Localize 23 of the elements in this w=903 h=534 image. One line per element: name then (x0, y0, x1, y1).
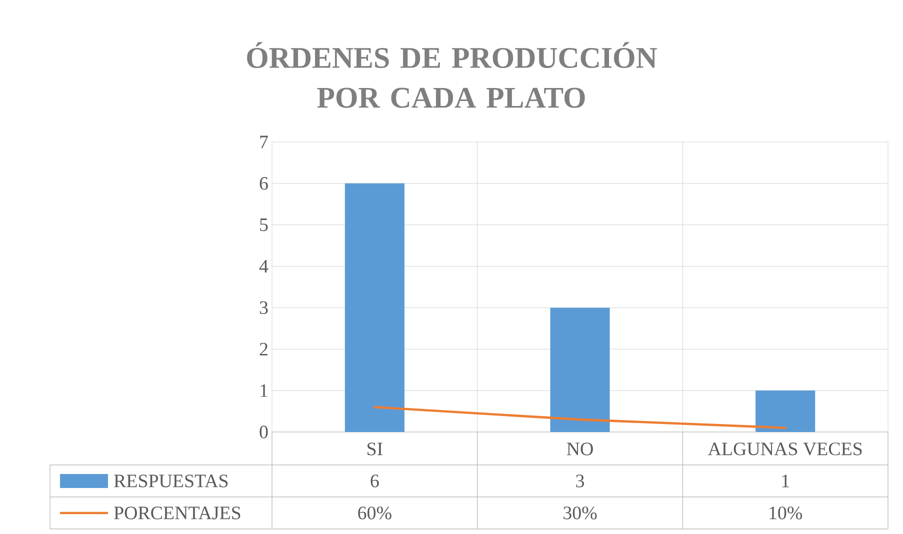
bar (550, 308, 610, 432)
y-tick-label: 2 (260, 342, 268, 356)
data-label: 1 (782, 474, 789, 488)
bar (344, 183, 404, 432)
legend-label: RESPUESTAS (114, 474, 228, 488)
y-tick-label: 0 (260, 426, 268, 438)
x-tick-label: SI (368, 442, 382, 456)
data-label: 30% (564, 506, 597, 520)
chart-title: ÓRDENES DE PRODUCCIÓN POR CADA PLATO (247, 42, 657, 108)
data-label: 60% (358, 506, 392, 520)
legend-label: PORCENTAJES (114, 506, 240, 520)
data-label: 3 (576, 474, 584, 488)
x-tick-label: NO (566, 442, 593, 456)
y-tick-label: 1 (260, 384, 268, 397)
y-tick-label: 7 (260, 136, 268, 148)
x-tick-label: ALGUNAS VECES (708, 442, 862, 456)
y-tick-label: 5 (260, 218, 268, 232)
data-label: 6 (370, 474, 379, 488)
bar (756, 390, 816, 432)
y-tick-label: 4 (259, 260, 268, 272)
y-tick-label: 6 (260, 177, 268, 190)
y-tick-label: 3 (260, 301, 268, 314)
data-label: 10% (770, 506, 802, 520)
